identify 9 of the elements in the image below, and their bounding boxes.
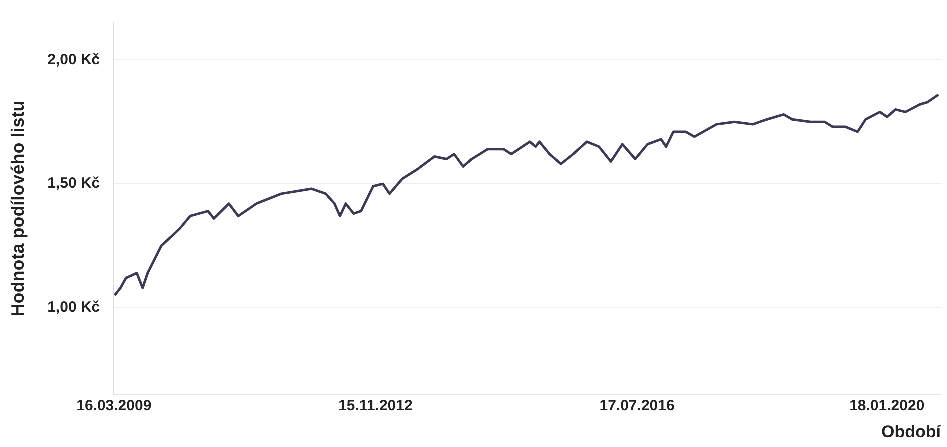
- x-tick-label: 16.03.2009: [76, 398, 152, 415]
- y-axis-title: Hodnota podílového listu: [8, 100, 28, 317]
- y-tick-label: 1,50 Kč: [48, 175, 100, 192]
- x-tick-label: 15.11.2012: [338, 398, 413, 415]
- x-tick-label: 17.07.2016: [600, 398, 675, 415]
- y-tick-label: 2,00 Kč: [48, 51, 100, 68]
- x-tick-label: 18.01.2020: [850, 398, 925, 415]
- x-axis-title: Období: [882, 422, 942, 442]
- y-tick-label: 1,00 Kč: [48, 299, 100, 316]
